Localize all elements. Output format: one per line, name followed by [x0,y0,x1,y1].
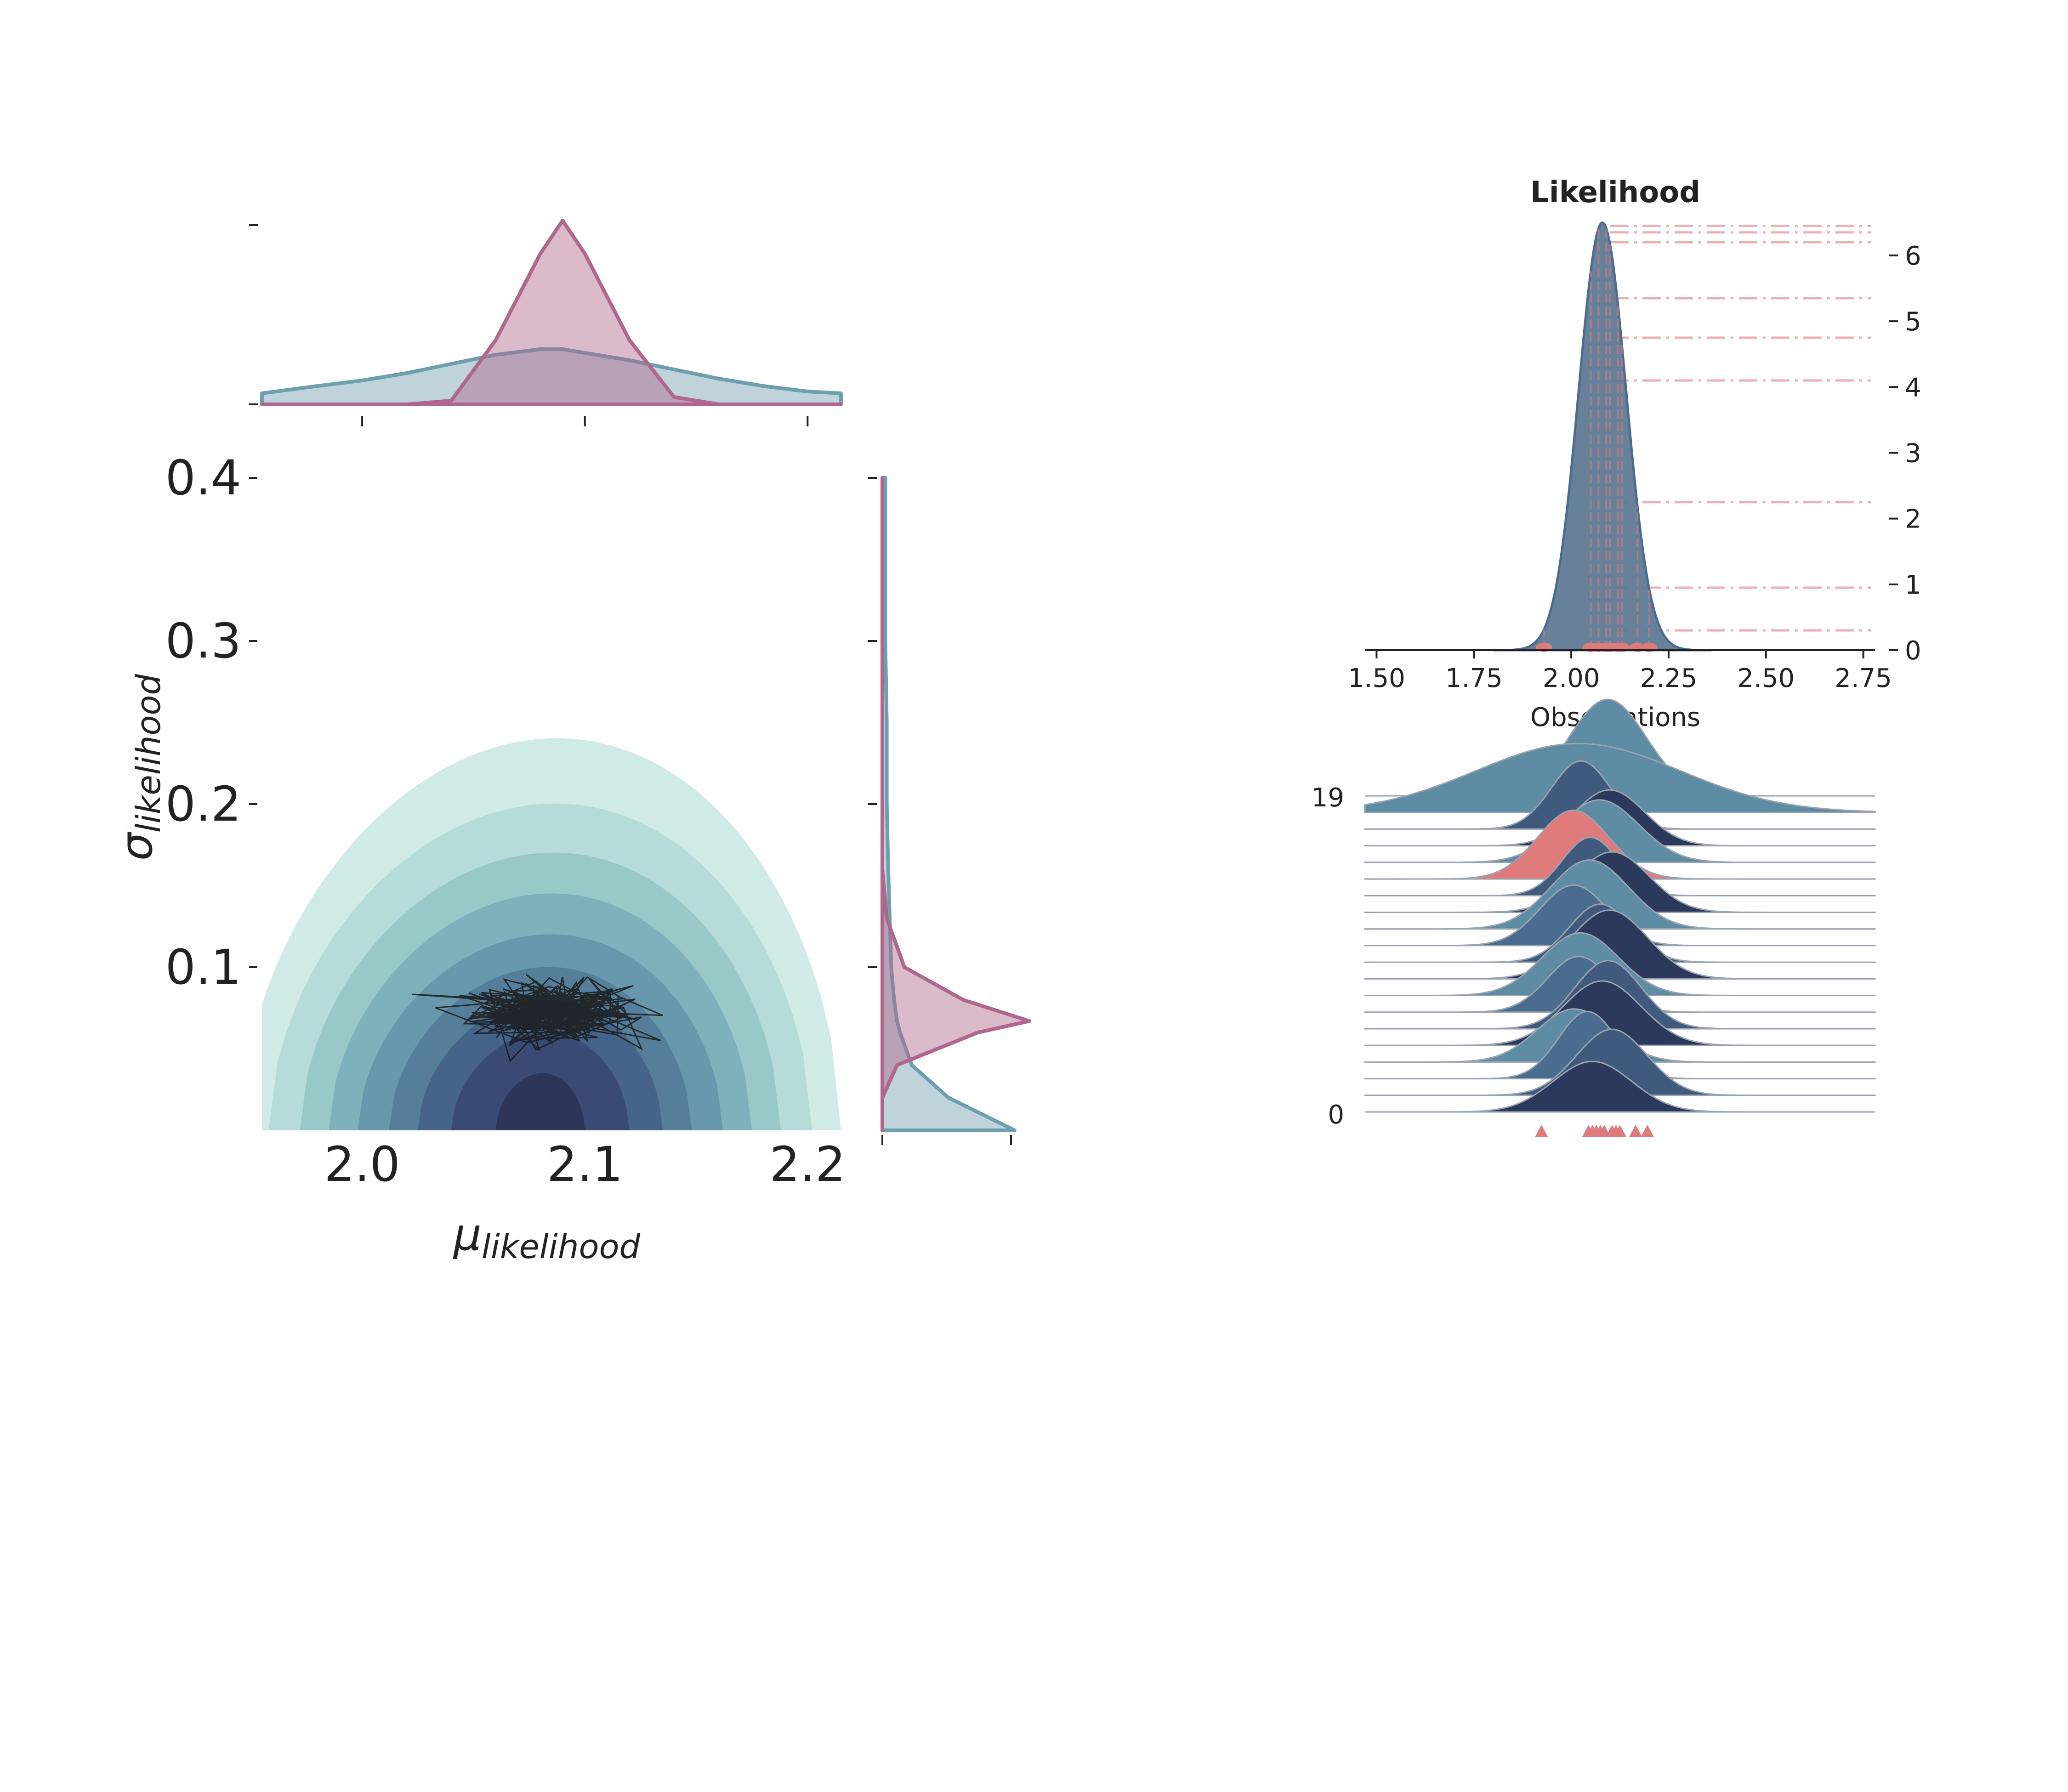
likelihood-y-tick-label: 4 [1905,373,1921,403]
ridge-curve [1364,799,1876,863]
likelihood-density [1493,221,1712,652]
likelihood-x-tick-label: 1.50 [1348,663,1405,693]
joint-x-label-main: μ [453,1209,482,1260]
ridge-y-tick-label-0: 0 [1328,1100,1344,1130]
joint-x-ticks: 2.0 2.1 2.2 [324,1136,846,1192]
ridge-curve [1364,909,1876,980]
joint-y-tick-label: 0.1 [165,939,241,995]
likelihood-x-tick-label: 2.25 [1640,663,1698,693]
joint-x-label-sub: likelihood [482,1227,641,1266]
joint-x-label: μlikelihood [453,1209,641,1266]
joint-x-tick-label: 2.1 [547,1136,623,1192]
likelihood-y-tick-label: 0 [1905,636,1921,666]
likelihood-panel: Likelihood 1.50 1.75 2.00 2.25 2.50 2.75 0 1 2 3 4… [1348,176,1921,732]
joint-y-ticks: 0.1 0.2 0.3 0.4 [165,450,257,995]
contour-level [495,1073,585,1130]
ridge-curve [1364,743,1876,813]
likelihood-y-tick-label: 3 [1905,438,1921,468]
marginal-sigma-panel [868,476,1031,1145]
likelihood-x-tick-label: 1.75 [1445,663,1503,693]
joint-y-label-main: σ [111,831,162,861]
likelihood-y-tick-label: 6 [1905,241,1921,271]
likelihood-plot: 1.50 1.75 2.00 2.25 2.50 2.75 0 1 2 3 4 5 6 [1348,221,1921,693]
ridgeline-panel: 19 0 [1312,698,1876,1137]
likelihood-x-tick-label: 2.75 [1835,663,1892,693]
likelihood-y-tick-label: 1 [1905,570,1921,600]
joint-x-tick-label: 2.2 [770,1136,846,1192]
ridge-curve [1364,980,1876,1046]
ridgeline-plot [1364,698,1876,1137]
likelihood-y-tick-label: 2 [1905,505,1921,534]
ridge-y-tick-label-19: 19 [1312,783,1344,813]
ridge-curve [1364,1028,1876,1096]
likelihood-x-tick-label: 2.00 [1543,663,1600,693]
marginal-mu-density [260,347,843,406]
marginal-mu-density [260,219,843,406]
likelihood-x-tick-label: 2.50 [1737,663,1795,693]
joint-y-tick-label: 0.4 [165,450,241,506]
joint-panel: 2.0 2.1 2.2 0.10.20.30.4 μlikelihood σlike… [111,450,846,1266]
joint-y-tick-label: 0.2 [165,776,241,832]
ridge-curve [1365,1060,1875,1113]
trace-path [412,974,663,1063]
likelihood-title: Likelihood [1530,176,1700,210]
joint-y-tick-label: 0.3 [165,613,241,669]
ridge-obs-marker [1641,1125,1654,1137]
joint-y-label: σlikelihood [111,674,168,861]
mcmc-trace [412,974,663,1063]
marginal-sigma-density [881,476,1031,1132]
joint-y-label-sub: likelihood [129,674,168,833]
ridge-obs-marker [1613,1125,1626,1137]
marginal-mu-panel [249,219,843,426]
likelihood-y-tick-label: 5 [1905,307,1921,337]
ridge-obs-marker [1535,1125,1548,1137]
ridge-curve [1364,859,1876,930]
ridge-obs-marker [1629,1125,1642,1137]
joint-x-tick-label: 2.0 [324,1136,400,1192]
